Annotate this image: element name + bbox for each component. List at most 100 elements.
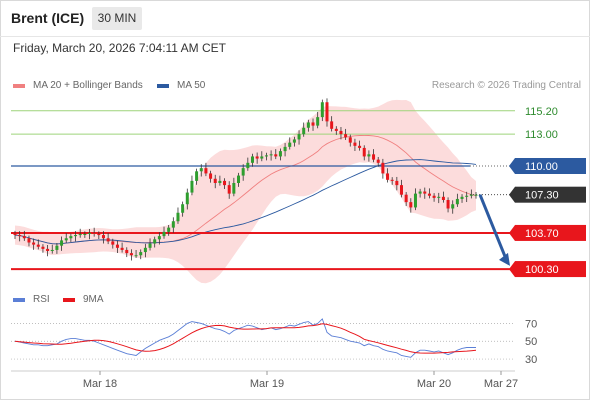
legend-ma50-label: MA 50 xyxy=(177,80,206,91)
candle-body xyxy=(311,122,315,126)
candle-body xyxy=(316,117,320,126)
candle-body xyxy=(120,247,124,250)
candle-body xyxy=(288,142,292,147)
candle-body xyxy=(213,178,217,183)
candle-body xyxy=(167,227,171,232)
candle-body xyxy=(111,241,115,245)
rsi-tick-70: 70 xyxy=(525,318,537,330)
candle-body xyxy=(437,196,441,198)
research-credit: Research © 2026 Trading Central xyxy=(431,80,581,91)
candle-body xyxy=(372,154,376,160)
candle-body xyxy=(181,204,185,213)
candle-body xyxy=(432,195,436,198)
instrument-title: Brent (ICE) xyxy=(11,10,85,26)
candle-body xyxy=(171,221,175,228)
candle-body xyxy=(274,154,278,157)
candle-body xyxy=(362,147,366,157)
legend-bollinger-swatch xyxy=(13,83,25,88)
candle-body xyxy=(97,234,101,236)
candle-body xyxy=(218,180,222,183)
candle-body xyxy=(264,155,268,157)
candle-body xyxy=(278,151,282,157)
legend-ma50-swatch xyxy=(157,83,169,88)
candle-body xyxy=(83,234,87,235)
projection-arrow-shaft xyxy=(478,194,508,260)
level-tag-103.70 xyxy=(515,224,586,241)
legend-rsi-ma-swatch xyxy=(63,297,75,302)
candle-body xyxy=(399,185,403,195)
candle-body xyxy=(460,196,464,199)
candle-body xyxy=(199,168,203,172)
candle-body xyxy=(409,202,413,208)
candle-body xyxy=(325,102,329,122)
level-label-103.70: 103.70 xyxy=(525,228,559,240)
candle-body xyxy=(320,102,324,118)
candle-body xyxy=(237,175,241,183)
level-tag-100.30 xyxy=(515,261,586,278)
candle-body xyxy=(13,233,17,236)
header-divider xyxy=(0,36,590,37)
candle-body xyxy=(269,154,273,156)
candle-body xyxy=(64,238,68,241)
candle-body xyxy=(185,192,189,205)
interval-button[interactable]: 30 MIN xyxy=(92,7,142,30)
candle-body xyxy=(129,253,133,256)
candle-body xyxy=(413,193,417,208)
candle-body xyxy=(22,236,26,239)
legend-rsi-ma: 9MA xyxy=(63,294,104,305)
candle-body xyxy=(41,246,45,249)
candle-body xyxy=(381,162,385,174)
x-tick-label: Mar 20 xyxy=(417,378,451,390)
candle-body xyxy=(204,168,208,174)
level-tag-107.30 xyxy=(515,186,586,203)
candle-body xyxy=(78,234,82,236)
legend-ma50: MA 50 xyxy=(157,80,205,91)
candle-body xyxy=(446,200,450,209)
rsi-tick-30: 30 xyxy=(525,354,537,366)
candle-body xyxy=(162,231,166,237)
legend-rsi-label: RSI xyxy=(33,294,50,305)
candle-body xyxy=(255,156,259,159)
candle-body xyxy=(46,248,50,251)
level-tag-pointer-110.00 xyxy=(509,158,515,174)
candle-body xyxy=(106,238,110,242)
level-label-110.00: 110.00 xyxy=(525,161,558,173)
candle-body xyxy=(50,249,54,251)
bollinger-band-area xyxy=(15,99,476,284)
candle-body xyxy=(358,145,362,148)
candle-body xyxy=(441,196,445,200)
candle-body xyxy=(292,139,296,143)
rsi-tick-50: 50 xyxy=(525,336,537,348)
candle-body xyxy=(386,173,390,180)
candle-body xyxy=(423,191,427,194)
candle-body xyxy=(134,255,138,257)
legend-rsi-ma-label: 9MA xyxy=(83,294,104,305)
candle-body xyxy=(223,180,227,186)
candle-body xyxy=(92,232,96,234)
level-label-115.20: 115.20 xyxy=(525,106,558,118)
level-label-107.30: 107.30 xyxy=(525,190,559,202)
candle-body xyxy=(367,154,371,157)
candle-body xyxy=(246,162,250,169)
candle-body xyxy=(227,185,231,194)
candle-body xyxy=(395,180,399,186)
x-tick-label: Mar 18 xyxy=(83,378,117,390)
candle-body xyxy=(353,142,357,146)
candle-body xyxy=(36,244,40,247)
candle-body xyxy=(339,130,343,135)
candle-body xyxy=(27,238,31,243)
candle-body xyxy=(88,232,92,234)
level-tag-pointer-100.30 xyxy=(509,261,515,278)
candle-body xyxy=(390,179,394,181)
level-tag-110.00 xyxy=(515,158,586,174)
candle-body xyxy=(344,134,348,138)
legend-bollinger-label: MA 20 + Bollinger Bands xyxy=(33,80,143,91)
candle-body xyxy=(190,180,194,193)
candle-body xyxy=(148,243,152,248)
candle-body xyxy=(465,195,469,197)
x-tick-label: Mar 27 xyxy=(484,378,518,390)
rsi-line xyxy=(14,318,476,358)
candle-body xyxy=(469,194,473,196)
candle-body xyxy=(115,244,119,248)
candle-body xyxy=(241,168,245,176)
